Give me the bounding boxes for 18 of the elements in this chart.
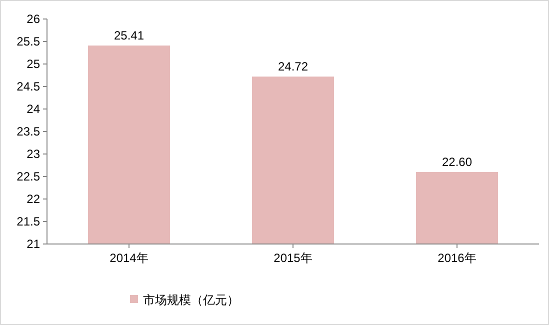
text: 24.72 [278, 60, 308, 74]
y-tick-label: 26 [26, 12, 40, 26]
y-tick-label: 22.5 [16, 170, 40, 184]
legend-label: 市场规模（亿元） [143, 293, 239, 308]
x-tick-label: 2014年 [110, 251, 148, 265]
y-tick-label: 25 [26, 57, 40, 72]
y-tick-label: 22 [26, 192, 40, 206]
y-tick-label: 21 [26, 237, 40, 252]
x-tick-label: 2016年 [438, 251, 476, 265]
y-tick-label: 24 [26, 102, 40, 116]
y-tick-label: 23 [26, 147, 40, 162]
text: 22.60 [442, 155, 472, 169]
y-tick-label: 25.5 [16, 34, 40, 49]
y-tick-label: 24.5 [16, 80, 40, 94]
y-tick-label: 21.5 [16, 214, 40, 229]
x-tick-label: 2015年 [274, 251, 312, 265]
y-tick-label: 23.5 [16, 124, 40, 139]
text: 25.41 [114, 28, 144, 43]
